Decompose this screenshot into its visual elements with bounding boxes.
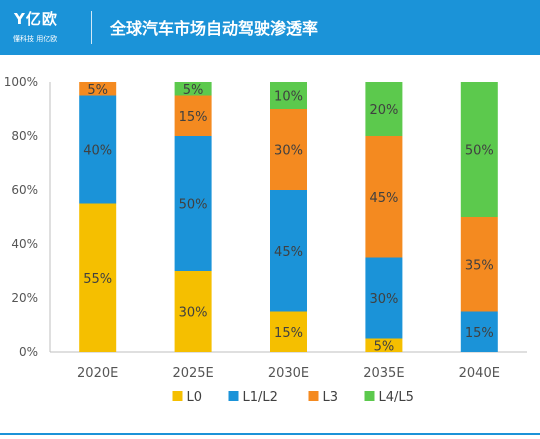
data-label: 5% xyxy=(183,83,204,98)
data-label: 40% xyxy=(83,144,112,159)
y-tick-label: 100% xyxy=(4,75,38,89)
legend-swatch xyxy=(228,391,239,401)
x-tick-label: 2035E xyxy=(363,366,404,381)
bar-segment xyxy=(79,203,117,352)
data-label: 35% xyxy=(465,258,494,273)
data-label: 50% xyxy=(179,198,208,213)
logo-mark: Y亿欧 xyxy=(14,10,58,28)
bar-segment xyxy=(174,95,212,136)
data-label: 30% xyxy=(369,292,398,307)
legend-swatch xyxy=(308,391,319,401)
bars-layer xyxy=(79,82,498,352)
data-label: 55% xyxy=(83,272,112,287)
page-title: 全球汽车市场自动驾驶渗透率 xyxy=(110,19,319,38)
legend-swatch xyxy=(364,391,375,401)
axis-layer: 0% 20% 40% 60% 80% 100% 2020E 2025E 2030E 2035E 20… xyxy=(4,75,527,381)
logo-tagline: 懂科技 用亿欧 xyxy=(13,35,58,43)
bar-segment xyxy=(365,257,403,339)
bar-segment xyxy=(270,82,307,109)
data-label: 30% xyxy=(179,306,208,321)
data-label: 20% xyxy=(369,103,398,118)
data-label: 50% xyxy=(465,144,494,159)
y-tick-label: 20% xyxy=(11,291,38,305)
y-tick-label: 60% xyxy=(11,183,38,197)
labels-layer: 55% 40% 5% 30% 50% 15% 5% 15% 45% 30% 10% 5% 30% 45% 2… xyxy=(83,83,494,355)
bar-segment xyxy=(270,190,307,312)
legend-label: L1/L2 xyxy=(243,390,278,405)
bar-segment xyxy=(174,82,212,96)
data-label: 10% xyxy=(274,90,303,105)
y-tick-label: 80% xyxy=(11,129,38,143)
bar-segment xyxy=(365,82,403,136)
y-tick-label: 40% xyxy=(11,237,38,251)
data-label: 5% xyxy=(87,83,108,98)
data-label: 45% xyxy=(369,191,398,206)
bar-segment xyxy=(365,338,403,352)
legend-label: L4/L5 xyxy=(379,390,414,405)
x-tick-label: 2040E xyxy=(459,366,500,381)
data-label: 15% xyxy=(465,326,494,341)
bar-segment xyxy=(460,82,498,217)
data-label: 30% xyxy=(274,144,303,159)
bar-segment xyxy=(365,136,403,258)
logo: Y亿欧 懂科技 用亿欧 xyxy=(0,0,96,55)
bar-segment xyxy=(79,95,117,204)
data-label: 15% xyxy=(274,326,303,341)
bottom-rule xyxy=(0,433,540,435)
header-banner: Y亿欧 懂科技 用亿欧 全球汽车市场自动驾驶渗透率 xyxy=(0,0,540,55)
y-tick-label: 0% xyxy=(19,345,38,359)
data-label: 15% xyxy=(179,110,208,125)
legend-label: L0 xyxy=(187,390,203,405)
x-tick-label: 2025E xyxy=(172,366,213,381)
bar-segment xyxy=(270,311,307,352)
x-tick-label: 2030E xyxy=(268,366,309,381)
bar-segment xyxy=(460,217,498,312)
bar-segment xyxy=(270,109,307,190)
x-tick-label: 2020E xyxy=(77,366,118,381)
bar-segment xyxy=(460,311,498,352)
legend-label: L3 xyxy=(323,390,339,405)
bar-segment xyxy=(174,271,212,352)
bar-segment xyxy=(174,136,212,271)
legend-layer: L0 L1/L2 L3 L4/L5 xyxy=(172,390,414,405)
legend-swatch xyxy=(172,391,183,401)
stacked-bar-chart: 0% 20% 40% 60% 80% 100% 2020E 2025E 2030E 2035E 20… xyxy=(4,75,527,405)
bar-segment xyxy=(79,82,117,96)
data-label: 5% xyxy=(374,339,395,354)
header-divider xyxy=(91,11,92,44)
data-label: 45% xyxy=(274,245,303,260)
